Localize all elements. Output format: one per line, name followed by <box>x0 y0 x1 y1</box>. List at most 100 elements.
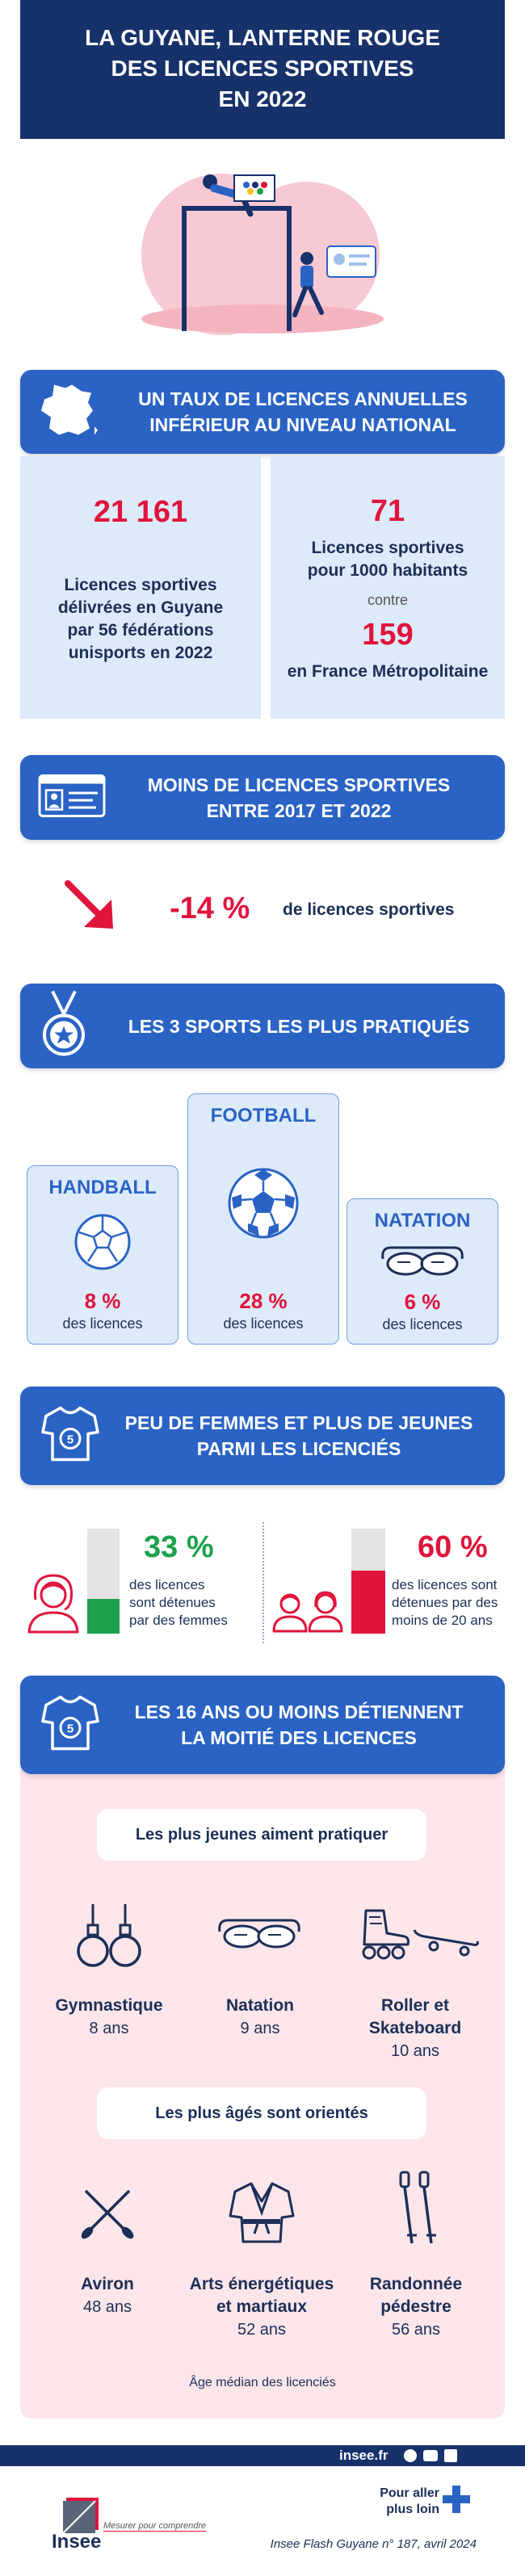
old-sport-arts-martiaux: Arts énergétiques et martiaux 52 ans <box>179 2273 344 2341</box>
guyane-licences-number: 21 161 <box>93 494 188 529</box>
handball-ball-icon <box>74 1213 132 1275</box>
old-sport-arts-martiaux-name-2: et martiaux <box>216 2297 308 2316</box>
section-1-heading-line-2: INFÉRIEUR AU NIVEAU NATIONAL <box>149 414 456 435</box>
plus-icon[interactable] <box>443 2486 470 2517</box>
section-2-banner: MOINS DE LICENCES SPORTIVES ENTRE 2017 E… <box>20 755 505 840</box>
young-sport-natation-name: Natation <box>226 1996 294 2015</box>
youtube-icon[interactable] <box>423 2450 438 2461</box>
young-pct: 60 % <box>418 1530 488 1564</box>
young-share-gauge-svg <box>351 1529 385 1634</box>
podium-handball-name: HANDBALL <box>48 1177 157 1198</box>
old-sport-randonnee-age: 56 ans <box>391 2321 441 2339</box>
down-arrow-icon <box>63 879 120 939</box>
decline-value: -14 % <box>170 892 250 925</box>
women-text-3: par des femmes <box>129 1613 228 1628</box>
podium-handball-sub: des licences <box>62 1315 143 1332</box>
podium-natation-name: NATATION <box>374 1210 471 1231</box>
section-4-heading-line-1: PEU DE FEMMES ET PLUS DE JEUNES <box>124 1412 473 1433</box>
twitter-icon[interactable] <box>404 2449 417 2462</box>
podium-football-name: FOOTBALL <box>210 1105 317 1126</box>
guyane-rate-text-1: Licences sportives <box>311 539 464 557</box>
guyane-licences-text-1: Licences sportives <box>64 575 217 594</box>
young-share-gauge <box>351 1529 385 1634</box>
insee-tagline: Mesurer pour comprendre <box>103 2521 207 2532</box>
linkedin-icon[interactable] <box>444 2449 457 2462</box>
podium-natation: NATATION 6 % des licences <box>346 1198 498 1345</box>
woman-icon <box>24 1571 82 1639</box>
title-line-3: EN 2022 <box>218 86 307 111</box>
more-info-line-2: plus loin <box>386 2503 439 2516</box>
section-2-heading-line-2: ENTRE 2017 ET 2022 <box>206 799 392 821</box>
medal-icon <box>41 989 86 1063</box>
france-map-icon <box>36 382 101 443</box>
section-3-banner: LES 3 SPORTS LES PLUS PRATIQUÉS <box>20 984 505 1068</box>
young-sport-roller-name-1: Roller et <box>380 1996 450 2015</box>
gymnastics-rings-icon <box>77 1904 141 1973</box>
old-sports-pill: Les plus âgés sont orientés <box>97 2087 426 2139</box>
women-pct: 33 % <box>144 1530 214 1564</box>
roller-skate-icon <box>359 1906 481 1966</box>
women-share-gauge-svg <box>87 1529 120 1634</box>
young-sport-natation: Natation 9 ans <box>187 1995 333 2040</box>
insee-site-link[interactable]: insee.fr <box>339 2448 388 2463</box>
jersey-icon-2: 5 <box>41 1694 99 1756</box>
young-sports-pill: Les plus jeunes aiment pratiquer <box>97 1809 426 1861</box>
podium-natation-pct: 6 % <box>404 1290 441 1314</box>
section-4-heading-line-2: PARMI LES LICENCIÉS <box>196 1438 401 1459</box>
title-block: LA GUYANE, LANTERNE ROUGE DES LICENCES S… <box>20 0 505 139</box>
old-sport-aviron: Aviron 48 ans <box>35 2273 180 2318</box>
children-icon <box>271 1591 345 1637</box>
young-sport-gymnastique-age: 8 ans <box>89 2020 129 2037</box>
women-text: des licences sont détenues par des femme… <box>129 1576 228 1630</box>
title-line-2: DES LICENCES SPORTIVES <box>111 56 414 81</box>
more-info-line-1: Pour aller <box>380 2486 439 2500</box>
old-sport-arts-martiaux-name-1: Arts énergétiques <box>189 2275 334 2293</box>
section-5-heading-line-2: LA MOITIÉ DES LICENCES <box>181 1727 417 1748</box>
guyane-licences-text-2: délivrées en Guyane <box>57 598 224 617</box>
insee-logo-mark <box>62 2498 99 2534</box>
old-sport-randonnee-name-2: pédestre <box>380 2297 452 2316</box>
young-sport-roller-age: 10 ans <box>390 2042 440 2060</box>
guyane-rate-text-2: pour 1000 habitants <box>307 561 468 580</box>
france-rate-text: en France Métropolitaine <box>287 662 489 681</box>
old-sport-arts-martiaux-age: 52 ans <box>237 2321 287 2339</box>
old-sport-randonnee: Randonnée pédestre 56 ans <box>343 2273 489 2341</box>
hiking-poles-icon <box>396 2171 436 2252</box>
women-text-1: des licences <box>129 1577 205 1592</box>
football-ball-icon <box>227 1167 300 1244</box>
guyane-licences-text-4: unisports en 2022 <box>68 643 213 662</box>
women-share-gauge <box>87 1529 120 1634</box>
podium-football: FOOTBALL 28 % des licences <box>187 1093 339 1345</box>
young-text-1: des licences sont <box>392 1577 498 1592</box>
rate-comparison-box: 71 Licences sportives pour 1000 habitant… <box>271 456 505 719</box>
podium-handball-pct: 8 % <box>84 1289 121 1313</box>
young-text: des licences sont détenues par des moins… <box>392 1576 498 1630</box>
rowing-oars-icon <box>79 2184 136 2245</box>
section-1-heading-line-1: UN TAUX DE LICENCES ANNUELLES <box>138 388 468 409</box>
podium-handball: HANDBALL 8 % des licences <box>27 1165 178 1345</box>
young-text-2: détenues par des <box>392 1595 498 1610</box>
guyane-licences-text-3: par 56 fédérations <box>67 620 214 640</box>
id-card-icon <box>38 774 106 821</box>
france-rate-number: 159 <box>362 618 414 652</box>
women-text-2: sont détenues <box>129 1595 216 1610</box>
section-1-banner: UN TAUX DE LICENCES ANNUELLES INFÉRIEUR … <box>20 370 505 454</box>
young-share-fill <box>351 1571 385 1634</box>
svg-text:5: 5 <box>67 1433 74 1447</box>
footer-bar: insee.fr <box>0 2445 525 2466</box>
swim-goggles-icon-2 <box>216 1914 302 1958</box>
section-5-heading-line-1: LES 16 ANS OU MOINS DÉTIENNENT <box>134 1701 464 1722</box>
old-sport-randonnee-name-1: Randonnée <box>369 2275 463 2293</box>
contre-label: contre <box>367 592 409 608</box>
old-sport-aviron-name: Aviron <box>81 2275 134 2293</box>
median-age-footnote: Âge médian des licenciés <box>189 2376 336 2389</box>
young-sport-natation-age: 9 ans <box>240 2020 280 2037</box>
decline-text: de licences sportives <box>283 900 455 919</box>
vertical-divider <box>262 1522 264 1643</box>
svg-text:5: 5 <box>67 1722 74 1736</box>
podium-natation-sub: des licences <box>382 1316 463 1332</box>
podium-football-pct: 28 % <box>239 1289 288 1313</box>
more-info-text[interactable]: Pour aller plus loin <box>372 2486 439 2518</box>
section-5-banner: 5 LES 16 ANS OU MOINS DÉTIENNENT LA MOIT… <box>20 1676 505 1774</box>
insee-logo <box>48 2498 99 2539</box>
